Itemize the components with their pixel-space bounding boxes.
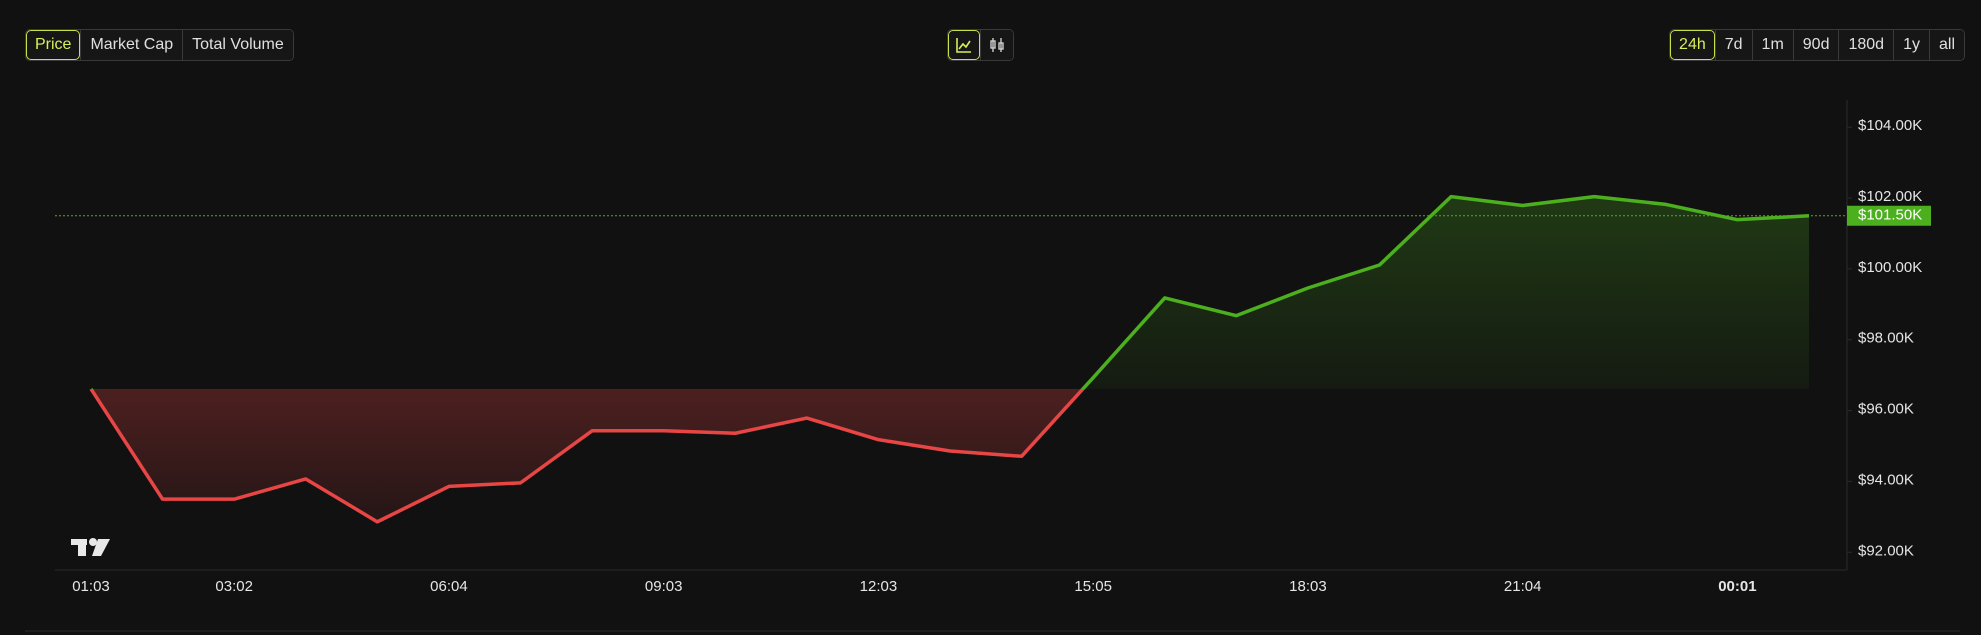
range-button[interactable]: 90d [1792, 30, 1839, 60]
x-tick-label: 06:04 [430, 578, 468, 595]
range-button[interactable]: 24h [1670, 30, 1715, 60]
x-tick-label: 18:03 [1289, 578, 1327, 595]
x-tick-label: 12:03 [860, 578, 898, 595]
y-tick-label: $94.00K [1858, 471, 1914, 488]
y-tick-label: $102.00K [1858, 188, 1922, 205]
metric-button[interactable]: Price [26, 30, 81, 60]
x-tick-label: 01:03 [72, 578, 110, 595]
y-tick-label: $100.00K [1858, 259, 1922, 276]
price-area [91, 196, 1809, 522]
tv-logo [71, 538, 110, 556]
price-line [89, 194, 1810, 524]
x-tick-label: 03:02 [215, 578, 253, 595]
candle-view-button[interactable] [980, 30, 1013, 60]
metric-button[interactable]: Total Volume [182, 30, 293, 60]
x-tick-label: 09:03 [645, 578, 683, 595]
range-button[interactable]: all [1928, 30, 1964, 60]
current-price-badge [1847, 205, 1931, 226]
metric-button[interactable]: Market Cap [80, 30, 183, 60]
current-price-label: $101.50K [1858, 207, 1922, 224]
line-view-button[interactable] [948, 30, 980, 60]
y-tick-label: $104.00K [1858, 117, 1922, 134]
range-button[interactable]: 180d [1838, 30, 1894, 60]
y-tick-label: $98.00K [1858, 330, 1914, 347]
y-tick-label: $92.00K [1858, 542, 1914, 559]
y-tick-label: $96.00K [1858, 401, 1914, 418]
x-tick-label: 00:01 [1718, 578, 1756, 595]
range-tabs: 24h 7d 1m 90d 180d 1y all [1669, 29, 1965, 61]
range-button[interactable]: 1m [1751, 30, 1793, 60]
x-tick-label: 21:04 [1504, 578, 1542, 595]
metric-tabs: Price Market Cap Total Volume [25, 29, 294, 61]
view-toggle [947, 29, 1014, 61]
range-button[interactable]: 7d [1714, 30, 1752, 60]
range-button[interactable]: 1y [1893, 30, 1929, 60]
x-tick-label: 15:05 [1074, 578, 1112, 595]
